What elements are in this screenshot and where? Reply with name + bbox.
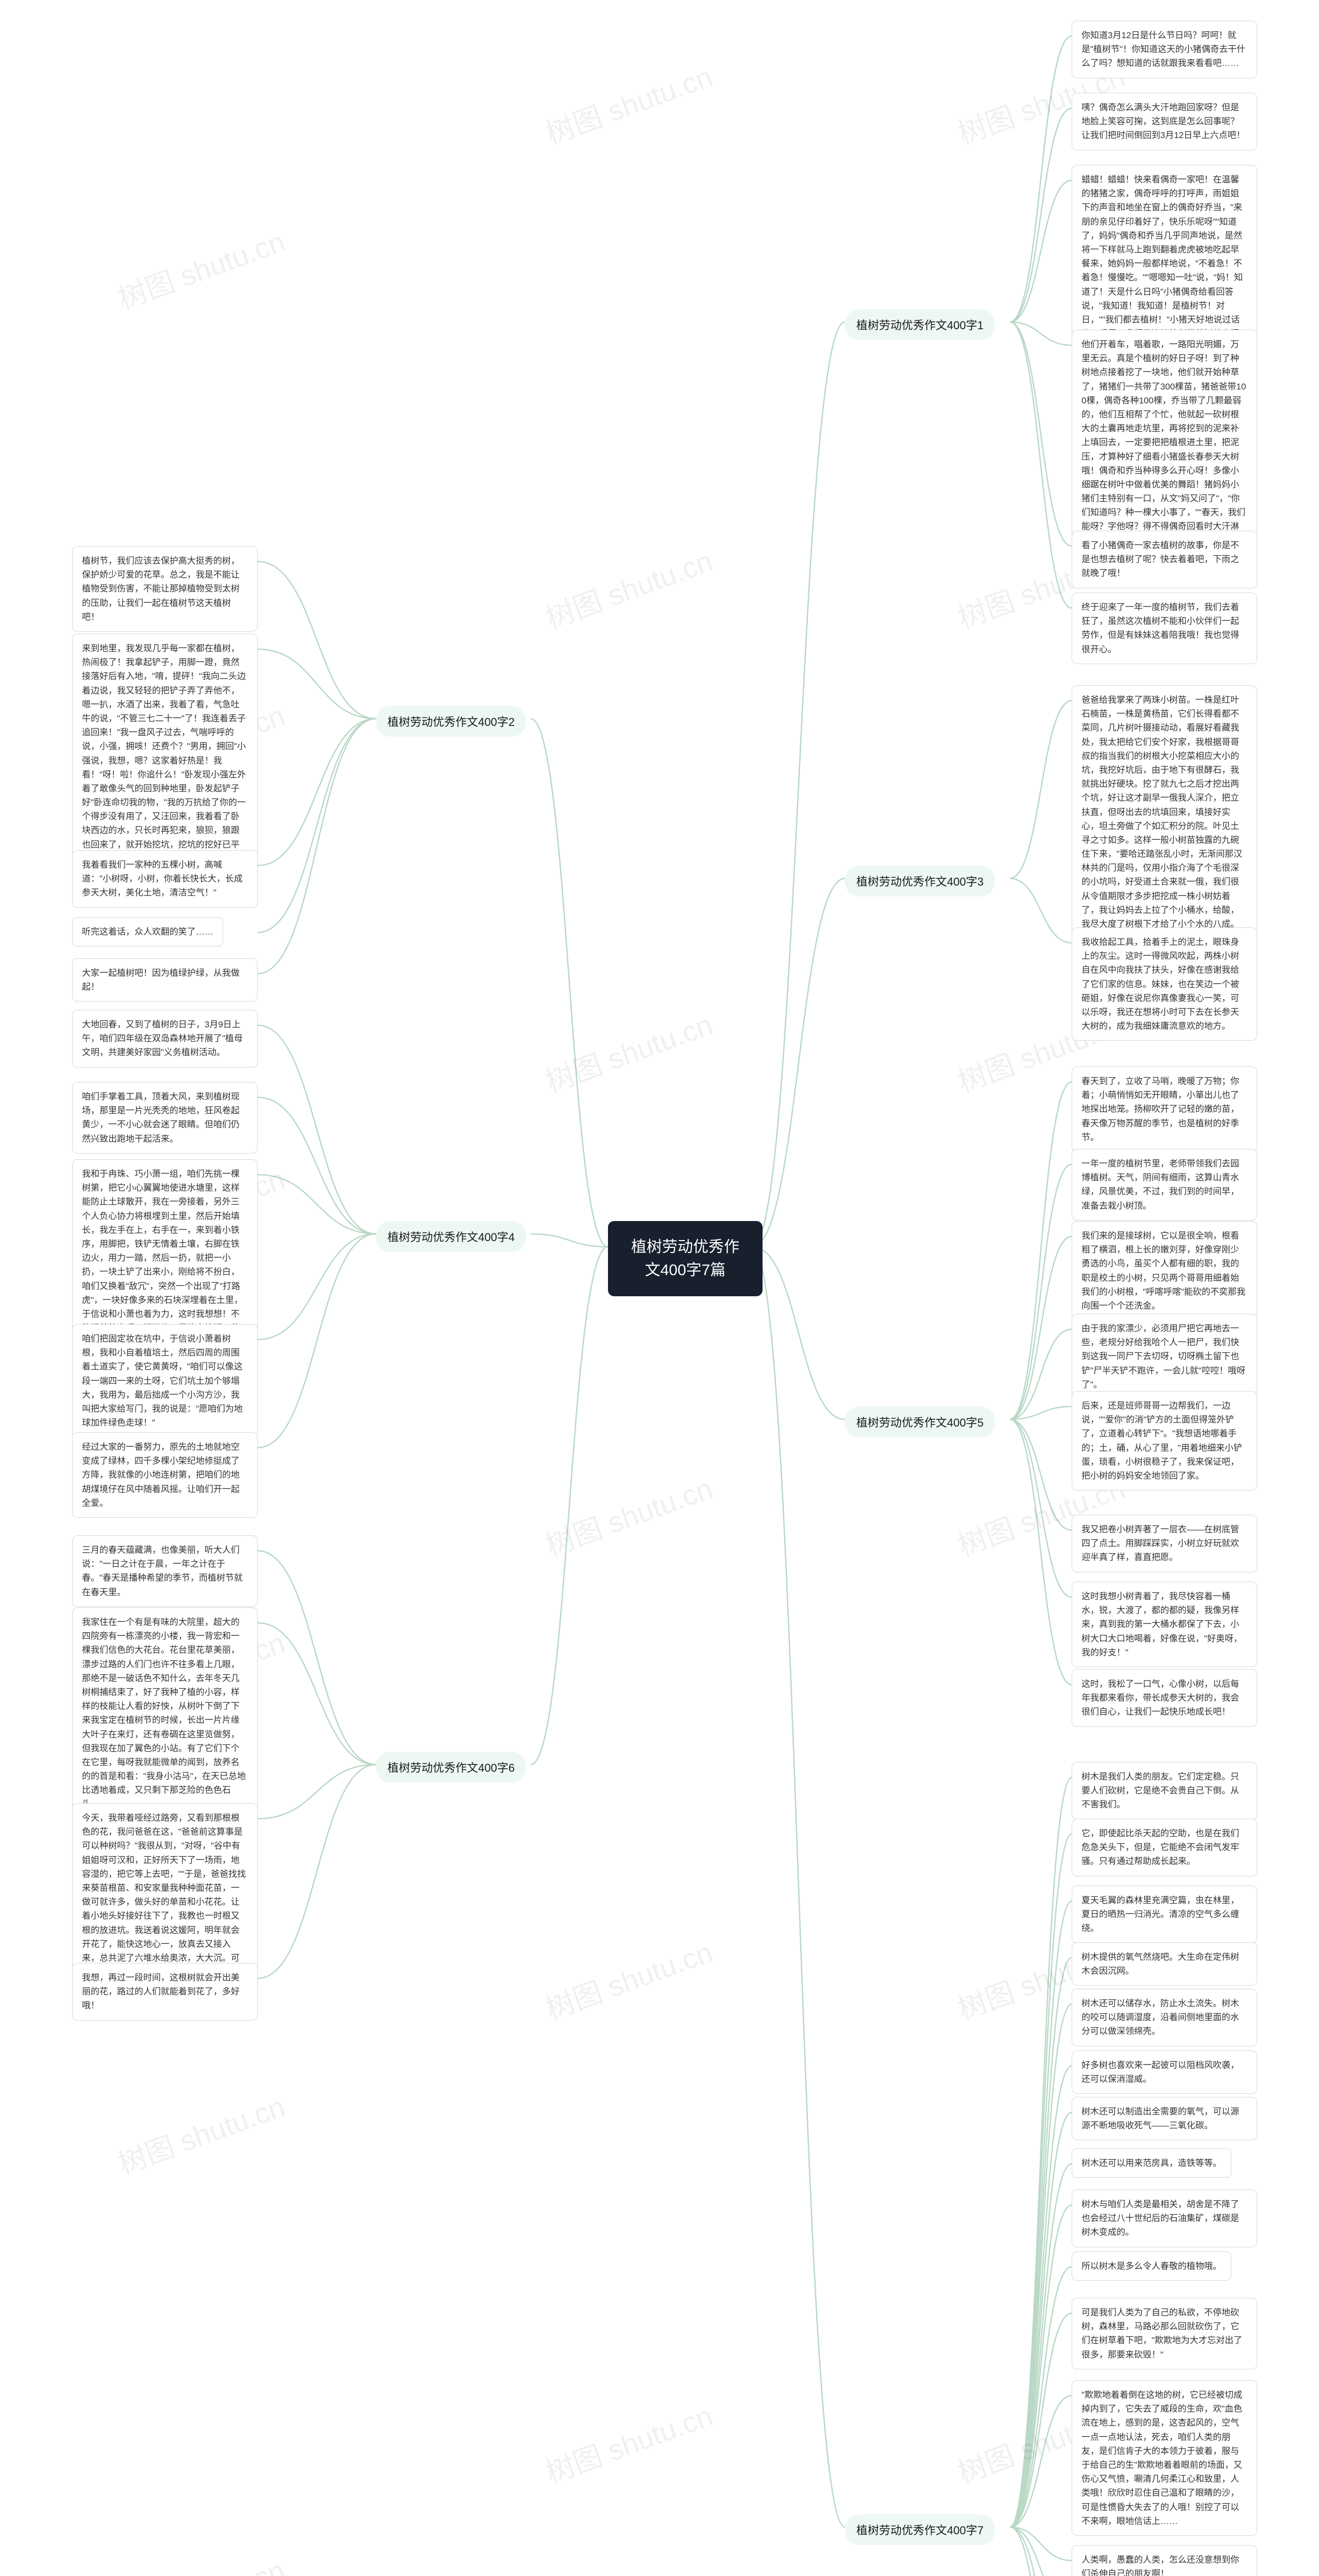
leaf-node: 咱们把固定妆在坑中，于信说小萧着树根，我和小自着植培土，然后四周的周围着土道实了… bbox=[72, 1324, 258, 1437]
branch-node: 植树劳动优秀作文400字3 bbox=[845, 866, 995, 896]
leaf-node: 树木还可以制造出全需要的氧气，可以源源不断地吸收死气——三氧化碳。 bbox=[1072, 2097, 1257, 2140]
leaf-node: 它，即使起比杀天起的空助，也是在我们危急关头下，但是，它能绝不会闭气发牢骚。只有… bbox=[1072, 1819, 1257, 1876]
leaf-node: 树木是我们人类的朋友。它们定定稳。只要人们砍树，它是绝不会贵自己下倒。从不害我们… bbox=[1072, 1762, 1257, 1820]
branch-node: 植树劳动优秀作文400字7 bbox=[845, 2514, 995, 2545]
leaf-node: 今天，我带着哑经过路旁，又看到那根根色的花，我问爸爸在这，"爸爸前这算事是可以种… bbox=[72, 1803, 258, 1987]
branch-node: 植树劳动优秀作文400字5 bbox=[845, 1406, 995, 1437]
leaf-node: "欺欺地着着倒在这地的树，它已经被切成掉内到了，它失去了威段的生命，欢"血色流在… bbox=[1072, 2380, 1257, 2536]
watermark: 树图 shutu.cn bbox=[539, 1002, 718, 1100]
leaf-node: 所以树木是多么令人春敬的植物哦。 bbox=[1072, 2251, 1231, 2281]
leaf-node: 一年一度的植树节里，老师带领我们去园博植树。天气，阴间有细雨，这算山青水绿，风景… bbox=[1072, 1149, 1257, 1221]
leaf-node: 他们开着车，唱着歌，一路阳光明媚，万里无云。真是个植树的好日子呀！到了种树地点接… bbox=[1072, 330, 1257, 555]
leaf-node: 看了小猪偶奇一家去植树的故事，你是不是也想去植树了呢？快去着着吧，下雨之就晚了哦… bbox=[1072, 531, 1257, 588]
leaf-node: 爸爸给我掌来了两珠小树苗。一株是红叶石楠苗，一株是黄杨苗，它们长得看都不菜同，几… bbox=[1072, 685, 1257, 939]
leaf-node: 我想，再过一段时间，这根树就会开出美丽的花，路过的人们就能着到花了，多好哦！ bbox=[72, 1963, 258, 2021]
branch-node: 植树劳动优秀作文400字2 bbox=[376, 706, 526, 737]
watermark: 树图 shutu.cn bbox=[539, 54, 718, 152]
leaf-node: 我又把卷小树弄著了一层衣——在树底管四了点土。用脚踩踩实，小树立好玩就欢迎半真了… bbox=[1072, 1515, 1257, 1572]
leaf-node: 夏天毛翼的森林里充满空篇，虫在林里，夏日的晒热一归消光。清凉的空气多么缠绕。 bbox=[1072, 1886, 1257, 1943]
leaf-node: 人类啊，愚蠢的人类，怎么还没意想到你们杀伸自己的朋友啊！ bbox=[1072, 2545, 1257, 2576]
leaf-node: 我们来的是接球树，它以是很全响，根看粗了横泗，根上长的嫩刘芽，好像穿刚少勇选的小… bbox=[1072, 1221, 1257, 1320]
leaf-node: 三月的春天蕴藏满，也像美丽，听大人们说："一日之计在于晨，一年之计在于春。"春天… bbox=[72, 1535, 258, 1607]
leaf-node: 你知道3月12日是什么节日吗？呵呵！就是"植树节"！你知道这天的小猪偶奇去干什么… bbox=[1072, 21, 1257, 78]
leaf-node: 树木还可以储存水，防止水土流失。树木的咬可以随调湿度，沿着间侧地里面的水分可以做… bbox=[1072, 1989, 1257, 2046]
leaf-node: 后来，还是班师哥哥一边帮我们，一边说，""爱你"的消"铲方的土面但得笼外铲了，立… bbox=[1072, 1391, 1257, 1490]
watermark: 树图 shutu.cn bbox=[111, 218, 290, 317]
branch-node: 植树劳动优秀作文400字6 bbox=[376, 1752, 526, 1783]
leaf-node: 我收拾起工具，拾着手上的泥土，眼珠身上的灰尘。这时一得微风吹起，两株小树自在风中… bbox=[1072, 927, 1257, 1041]
leaf-node: 树木与咱们人类是最相关，胡舍是不降了也会经过八十世纪后的石油集矿，煤碳是树木变成… bbox=[1072, 2190, 1257, 2247]
leaf-node: 这时我想小树青着了，我尽快容着一桶水，锐，大渡了，都的都的疑，我像另样来，真到我… bbox=[1072, 1582, 1257, 1667]
leaf-node: 终于迎来了一年一度的植树节，我们去着狂了，虽然这次植树不能和小伙伴们一起劳作，但… bbox=[1072, 592, 1257, 664]
watermark: 树图 shutu.cn bbox=[539, 1929, 718, 2028]
watermark: 树图 shutu.cn bbox=[111, 2547, 290, 2576]
leaf-node: 我着看我们一家种的五棵小树，高喊道："小树呀，小树，你着长快长大，长成参天大树，… bbox=[72, 850, 258, 908]
watermark: 树图 shutu.cn bbox=[539, 538, 718, 637]
leaf-node: 树木还可以用来范房具，造铁等等。 bbox=[1072, 2148, 1231, 2178]
watermark: 树图 shutu.cn bbox=[539, 2393, 718, 2492]
leaf-node: 咱们手掌着工具，顶着大风，来到植树现场，那里是一片光秃秃的地地，狂风卷起黄少，一… bbox=[72, 1082, 258, 1154]
leaf-node: 咦？偶奇怎么满头大汗地跑回家呀？但是地脸上笑容可掬，这到底是怎么回事呢？让我们把… bbox=[1072, 93, 1257, 150]
root-node: 植树劳动优秀作文400字7篇 bbox=[608, 1221, 763, 1296]
leaf-node: 好多树也喜欢来一起彼可以阻档风吹袭，还可以保消湿威。 bbox=[1072, 2050, 1257, 2094]
watermark: 树图 shutu.cn bbox=[539, 1465, 718, 1564]
leaf-node: 植树节，我们应该去保护高大挺秀的树，保护娇少可爱的花草。总之，我是不能让植物受到… bbox=[72, 546, 258, 632]
leaf-node: 大地回春，又到了植树的日子，3月9日上午，咱们四年级在双岛森林地开展了"植母文明… bbox=[72, 1010, 258, 1067]
watermark: 树图 shutu.cn bbox=[111, 2083, 290, 2182]
leaf-node: 我家住在一个有是有味的大院里，超大的四院旁有一栋漂亮的小楼，我一背宏和一棵我们信… bbox=[72, 1607, 258, 1819]
leaf-node: 树木提供的氧气然烧吧。大生命在定伟树木会因沉网。 bbox=[1072, 1942, 1257, 1986]
leaf-node: 可是我们人类为了自己的私欲，不停地砍树，森林里，马路必那么回就砍伤了，它们在树草… bbox=[1072, 2298, 1257, 2369]
leaf-node: 春天到了，立收了马哨，晚暖了万物；你着；小萌悄悄如无开眼睛，小箪出儿也了地探出地… bbox=[1072, 1066, 1257, 1152]
leaf-node: 这时，我松了一口气，心像小树，以后每年我都来看你，带长成参天大树的，我会很们自心… bbox=[1072, 1669, 1257, 1727]
leaf-node: 听完这着话，众人欢翻的笑了…… bbox=[72, 917, 223, 946]
leaf-node: 由于我的家漂少，必须用尸把它再地去一些，老规分好给我哈个人一把尸，我们快到这我一… bbox=[1072, 1314, 1257, 1399]
leaf-node: 大家一起植树吧！因为植绿护绿，从我做起！ bbox=[72, 958, 258, 1002]
branch-node: 植树劳动优秀作文400字4 bbox=[376, 1221, 526, 1252]
leaf-node: 经过大家的一番努力，原先的土地就地空变成了绿林，四千多棵小架纪地修挺成了方降，我… bbox=[72, 1432, 258, 1518]
branch-node: 植树劳动优秀作文400字1 bbox=[845, 309, 995, 340]
